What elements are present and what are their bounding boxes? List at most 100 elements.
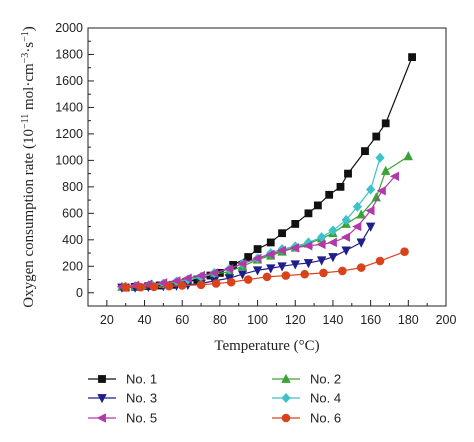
data-point <box>365 205 375 216</box>
x-tick-label: 140 <box>323 313 344 327</box>
data-point <box>237 258 247 269</box>
data-point <box>281 271 291 280</box>
x-tick-label: 180 <box>398 313 419 327</box>
legend-label: No. 2 <box>310 372 341 387</box>
data-point <box>319 268 328 278</box>
legend-marker <box>96 413 106 423</box>
x-axis-title: Temperature (°C) <box>214 338 319 354</box>
data-point <box>316 239 326 250</box>
legend-item: No. 1 <box>88 372 157 387</box>
data-point <box>171 276 181 286</box>
legend-marker <box>97 394 107 404</box>
data-point <box>149 282 159 292</box>
data-point <box>352 221 362 232</box>
data-point <box>408 53 416 62</box>
data-point <box>304 209 313 218</box>
series-6 <box>121 247 409 292</box>
x-axis: 20 40 60 80 100 120 140 160 180 200 <box>100 300 457 327</box>
data-point <box>352 201 363 212</box>
data-point <box>136 282 146 292</box>
data-point <box>372 132 381 141</box>
data-point <box>252 253 262 264</box>
data-point <box>244 253 253 261</box>
plot-area <box>87 27 447 307</box>
data-point <box>291 220 300 228</box>
plot-frame <box>87 27 447 307</box>
legend-item: No. 4 <box>272 391 341 406</box>
x-tick-label: 200 <box>436 313 457 327</box>
data-point <box>327 237 337 248</box>
data-point <box>303 259 314 269</box>
legend-item: No. 5 <box>88 411 157 426</box>
legend-item: No. 2 <box>272 372 341 387</box>
y-tick-label: 1200 <box>55 127 83 141</box>
data-point <box>365 222 376 232</box>
data-point <box>164 281 174 291</box>
data-point <box>381 165 391 175</box>
data-point <box>375 256 385 266</box>
y-tick-label: 2000 <box>55 21 83 35</box>
data-point <box>389 171 400 181</box>
y-tick-label: 200 <box>62 259 83 273</box>
data-point <box>376 186 386 196</box>
x-tick-label: 60 <box>175 313 189 327</box>
data-point <box>344 169 352 178</box>
data-point <box>328 253 338 263</box>
data-point <box>313 201 322 210</box>
data-point <box>303 241 313 251</box>
data-point <box>252 266 263 276</box>
data-point <box>341 246 351 256</box>
legend: No. 1 No. 2 No. 3 No. 4 No. 5 No. 6 <box>88 372 341 426</box>
data-point <box>237 270 248 280</box>
data-point <box>253 245 262 253</box>
data-point <box>262 272 272 282</box>
data-point <box>243 275 253 284</box>
x-tick-label: 160 <box>360 313 381 327</box>
data-point <box>266 264 276 274</box>
data-point <box>400 247 409 257</box>
data-point <box>356 209 366 219</box>
legend-label: No. 4 <box>310 391 341 406</box>
legend-marker <box>98 375 106 383</box>
data-point <box>316 256 327 266</box>
x-tick-label: 80 <box>213 313 227 327</box>
data-point <box>226 277 236 287</box>
data-point <box>211 279 221 288</box>
legend-label: No. 5 <box>126 411 157 426</box>
legend-label: No. 1 <box>126 372 157 387</box>
data-point <box>208 268 219 278</box>
data-point <box>341 214 351 225</box>
data-point <box>356 263 366 272</box>
y-tick-label: 0 <box>76 286 83 300</box>
data-point <box>276 245 286 256</box>
y-tick-label: 1000 <box>55 153 83 167</box>
legend-marker <box>281 392 291 404</box>
y-axis-title: Oxygen consumption rate (10−11 mol·cm−3·… <box>20 26 38 308</box>
data-point <box>224 264 234 274</box>
legend-item: No. 6 <box>272 411 341 426</box>
x-tick-label: 40 <box>138 313 152 327</box>
legend-item: No. 3 <box>88 391 157 406</box>
data-point <box>121 283 130 292</box>
series-5 <box>116 171 400 292</box>
data-point <box>177 281 187 290</box>
x-tick-label: 120 <box>285 313 306 327</box>
y-tick-label: 1400 <box>55 100 83 114</box>
data-point <box>277 262 287 272</box>
data-point <box>338 266 347 276</box>
data-point <box>265 249 275 260</box>
y-tick-label: 600 <box>62 206 83 220</box>
data-point <box>278 229 286 238</box>
data-point <box>195 270 205 281</box>
x-tick-label: 20 <box>100 313 114 327</box>
data-point <box>290 260 300 270</box>
data-point <box>300 269 309 279</box>
x-tick-label: 100 <box>247 313 268 327</box>
data-point <box>182 273 192 283</box>
data-point <box>403 151 414 161</box>
data-point <box>340 232 351 242</box>
series-layer <box>116 53 416 293</box>
data-point <box>356 238 366 248</box>
data-point <box>336 182 345 191</box>
